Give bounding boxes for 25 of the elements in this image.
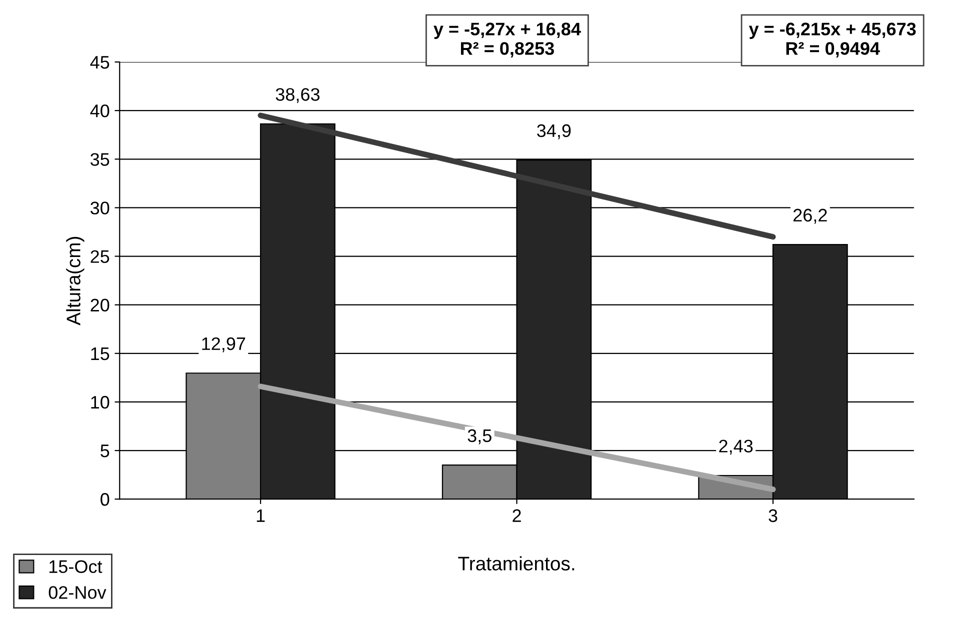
y-tick-label: 40: [90, 104, 110, 118]
data-label: 38,63: [276, 88, 320, 103]
legend-label: 02-Nov: [48, 586, 106, 599]
text: y = -5,27x + 16,84 R² = 0,8253: [434, 22, 581, 58]
y-tick-label: 5: [100, 444, 110, 458]
data-label: 34,9: [537, 124, 571, 140]
data-label: 2,43: [719, 440, 753, 455]
data-label: 26,2: [794, 208, 827, 224]
y-tick-label: 0: [100, 493, 110, 506]
x-tick-label: 1: [256, 509, 265, 522]
y-tick-label: 25: [90, 250, 110, 263]
x-tick-label: 2: [512, 509, 521, 522]
y-tick-label: 10: [91, 396, 110, 409]
y-tick-label: 35: [90, 153, 110, 166]
x-tick-label: 3: [768, 509, 778, 522]
x-axis-title: Tratamientos.: [458, 556, 574, 570]
y-tick-label: 45: [90, 56, 110, 69]
data-label: 12,97: [202, 337, 246, 352]
y-axis-title: Altura(cm): [66, 236, 84, 326]
y-tick-label: 15: [91, 348, 110, 360]
legend-label: 15-Oct: [49, 560, 102, 574]
text: y = -6,215x + 45,673 R² = 0,9494: [748, 22, 916, 58]
y-tick-label: 20: [90, 298, 110, 312]
data-label: 3,5: [468, 429, 492, 444]
y-tick-label: 30: [90, 202, 110, 214]
